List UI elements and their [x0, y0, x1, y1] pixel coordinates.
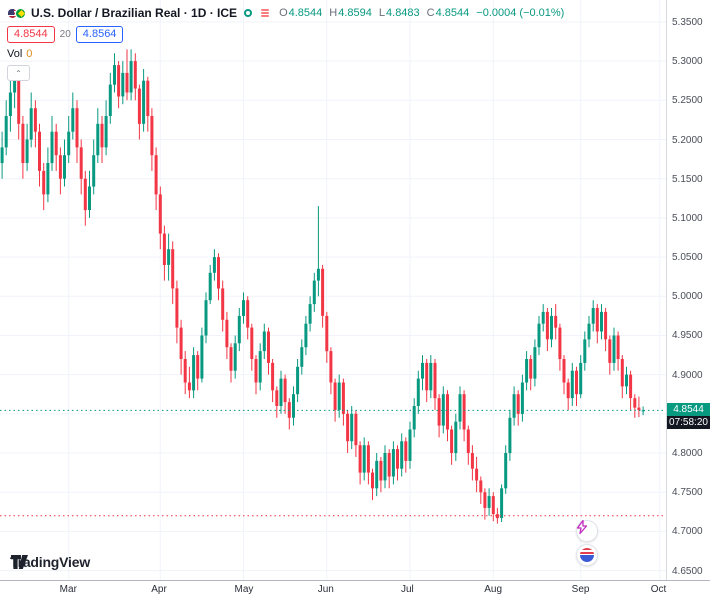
time-tick-label: Mar — [59, 584, 77, 595]
tradingview-logo-text: TradingView — [10, 554, 91, 570]
spread-value: 20 — [59, 29, 71, 40]
time-tick-label: Jul — [401, 584, 414, 595]
chevron-up-icon: ⌃ — [15, 68, 22, 78]
price-tick-label: 5.0500 — [672, 252, 703, 264]
change-value: −0.0004 (−0.01%) — [476, 7, 565, 19]
price-tick-label: 5.1000 — [672, 212, 703, 224]
price-chart-pane[interactable]: U.S. Dollar / Brazilian Real · 1D · ICE … — [0, 0, 666, 580]
price-tick-label: 5.2500 — [672, 95, 703, 107]
price-tick-label: 4.7000 — [672, 526, 703, 538]
bid-ask-row: 4.8544 20 4.8564 — [7, 26, 564, 43]
symbol-row: U.S. Dollar / Brazilian Real · 1D · ICE … — [7, 6, 564, 20]
price-tick-label: 4.9000 — [672, 369, 703, 381]
low-value: 4.8483 — [386, 7, 420, 19]
volume-row: Vol 0 — [7, 48, 564, 60]
brazil-flag-icon — [15, 7, 26, 19]
close-label: C — [426, 7, 435, 19]
price-axis[interactable]: 4.8544 07:58:20 5.3500 5.3000 5.2500 5.2000… — [666, 0, 710, 580]
quick-menu-icon[interactable] — [259, 7, 271, 19]
volume-value: 0 — [26, 48, 33, 60]
sell-price-button[interactable]: 4.8544 — [7, 26, 55, 43]
time-tick-label: May — [234, 584, 254, 595]
price-tick-label: 5.3500 — [672, 16, 703, 28]
high-label: H — [329, 7, 338, 19]
time-tick-label: Oct — [650, 584, 667, 595]
price-tick-label: 5.1500 — [672, 173, 703, 185]
currency-pair-flags — [7, 7, 26, 19]
bar-countdown-badge: 07:58:20 — [667, 416, 710, 430]
ohlc-values: O4.8544 H4.8594 L4.8483 C4.8544 −0.0004 … — [279, 7, 564, 19]
high-value: 4.8594 — [338, 7, 372, 19]
symbol-title[interactable]: U.S. Dollar / Brazilian Real · 1D · ICE — [31, 6, 238, 20]
reaction-button[interactable] — [576, 544, 598, 566]
time-axis[interactable]: Mar Apr May Jun Jul Aug Sep Oct — [0, 580, 710, 601]
time-tick-label: Sep — [571, 584, 590, 595]
volume-label[interactable]: Vol — [7, 48, 23, 60]
open-value: 4.8544 — [288, 7, 323, 19]
floating-buttons — [576, 520, 598, 566]
time-tick-label: Jun — [317, 584, 334, 595]
buy-price-button[interactable]: 4.8564 — [75, 26, 124, 43]
tradingview-logo[interactable]: TradingView — [10, 554, 90, 570]
collapse-indicators-button[interactable]: ⌃ — [7, 65, 30, 81]
chart-legend: U.S. Dollar / Brazilian Real · 1D · ICE … — [7, 6, 564, 81]
time-tick-label: Apr — [151, 584, 167, 595]
price-tick-label: 4.7500 — [672, 487, 703, 499]
eye-icon[interactable] — [242, 7, 254, 19]
lightning-icon — [576, 520, 588, 534]
price-tick-label: 4.8000 — [672, 448, 703, 460]
open-label: O — [279, 7, 288, 19]
close-value: 4.8544 — [435, 7, 470, 19]
price-tick-label: 4.9500 — [672, 330, 703, 342]
price-tick-label: 5.2000 — [672, 134, 703, 146]
price-tick-label: 4.6500 — [672, 565, 703, 577]
price-tick-label: 5.3000 — [672, 56, 703, 68]
last-price-badge: 4.8544 — [667, 403, 710, 417]
low-label: L — [378, 7, 386, 19]
boost-button[interactable] — [576, 520, 598, 542]
time-tick-label: Aug — [484, 584, 503, 595]
price-tick-label: 5.0000 — [672, 291, 703, 303]
tradingview-logo-icon — [11, 555, 28, 569]
